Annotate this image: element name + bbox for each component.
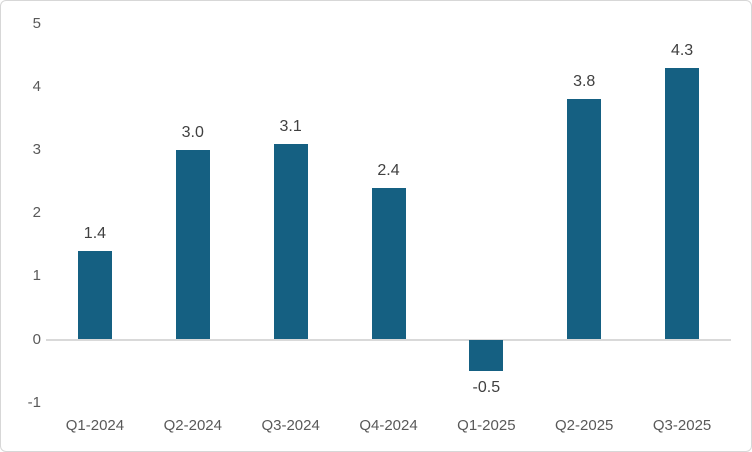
data-label: 3.1	[279, 117, 302, 135]
y-axis-tick-label: 3	[32, 140, 41, 158]
data-label: 3.0	[181, 123, 204, 141]
x-axis-tick-label: Q3-2025	[652, 417, 712, 434]
data-label: -0.5	[472, 379, 501, 397]
x-axis-tick-label: Q2-2024	[163, 417, 222, 434]
data-label: 4.3	[670, 41, 694, 59]
x-axis-tick-label: Q2-2025	[555, 417, 614, 434]
bar-Q3-2024	[273, 143, 308, 340]
y-axis-tick-label: 2	[32, 204, 41, 222]
bar-Q1-2024	[77, 251, 112, 340]
x-axis-tick-label: Q1-2025	[457, 417, 516, 434]
bar-Q1-2025	[469, 339, 504, 372]
bar-Q4-2024	[371, 187, 406, 340]
data-label: 1.4	[83, 225, 107, 243]
y-axis-tick-label: 0	[32, 330, 41, 348]
data-label: 2.4	[377, 161, 400, 179]
y-axis-tick-label: 1	[32, 267, 41, 285]
x-axis-tick-label: Q1-2024	[65, 417, 125, 434]
data-label: 3.8	[573, 73, 596, 91]
x-axis-tick-label: Q4-2024	[359, 417, 418, 434]
y-axis-tick-label: 5	[32, 14, 41, 32]
bar-Q2-2024	[175, 149, 210, 340]
x-axis-tick-label: Q3-2024	[261, 417, 320, 434]
y-axis-tick-label: -1	[27, 393, 41, 411]
bar-Q2-2025	[567, 99, 602, 340]
bar-Q3-2025	[665, 67, 700, 340]
y-axis-tick-label: 4	[32, 77, 41, 95]
zero-gridline	[46, 338, 731, 341]
